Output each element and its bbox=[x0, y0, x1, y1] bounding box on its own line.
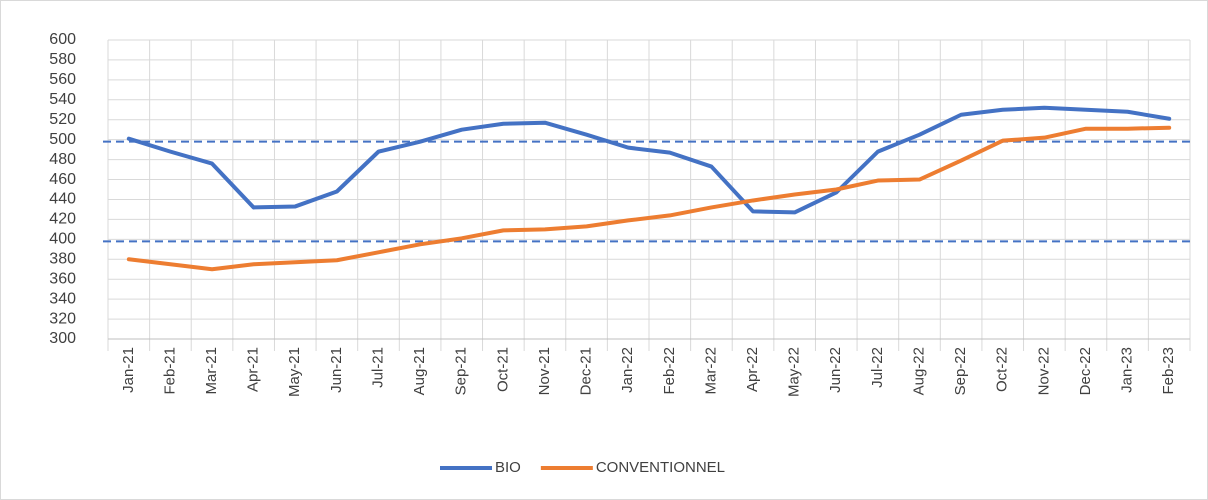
legend-label: CONVENTIONNEL bbox=[596, 459, 725, 476]
x-tick-label: Oct-22 bbox=[994, 347, 1011, 392]
x-tick-label: Aug-21 bbox=[411, 347, 428, 395]
x-tick-label: Jul-22 bbox=[869, 347, 886, 388]
x-tick-label: Jan-23 bbox=[1119, 347, 1136, 393]
y-tick-label: 460 bbox=[49, 171, 76, 188]
x-tick-label: Jul-21 bbox=[369, 347, 386, 388]
y-tick-label: 480 bbox=[49, 151, 76, 168]
y-tick-label: 560 bbox=[49, 71, 76, 88]
x-tick-label: Jan-22 bbox=[619, 347, 636, 393]
x-tick-label: Nov-21 bbox=[536, 347, 553, 395]
y-tick-label: 320 bbox=[49, 310, 76, 327]
line-series bbox=[126, 105, 1172, 215]
x-tick-label: Dec-22 bbox=[1077, 347, 1094, 395]
legend-label: BIO bbox=[495, 459, 521, 476]
y-tick-label: 400 bbox=[49, 231, 76, 248]
x-tick-label: May-21 bbox=[286, 347, 303, 397]
y-tick-label: 440 bbox=[49, 191, 76, 208]
x-tick-label: Aug-22 bbox=[910, 347, 927, 395]
y-tick-label: 580 bbox=[49, 51, 76, 68]
y-tick-label: 600 bbox=[49, 31, 76, 48]
x-tick-label: Mar-21 bbox=[203, 347, 220, 395]
x-tick-label: Nov-22 bbox=[1035, 347, 1052, 395]
y-tick-label: 520 bbox=[49, 111, 76, 128]
x-tick-label: Feb-21 bbox=[161, 347, 178, 395]
x-tick-label: Dec-21 bbox=[578, 347, 595, 395]
y-tick-label: 340 bbox=[49, 290, 76, 307]
y-tick-label: 380 bbox=[49, 250, 76, 267]
x-tick-label: Oct-21 bbox=[494, 347, 511, 392]
x-tick-label: Feb-23 bbox=[1160, 347, 1177, 395]
y-tick-label: 300 bbox=[49, 330, 76, 347]
x-tick-label: Sep-21 bbox=[453, 347, 470, 395]
x-tick-label: Mar-22 bbox=[702, 347, 719, 395]
x-tick-label: May-22 bbox=[786, 347, 803, 397]
x-tick-label: Apr-22 bbox=[744, 347, 761, 392]
y-tick-label: 500 bbox=[49, 131, 76, 148]
y-tick-label: 540 bbox=[49, 91, 76, 108]
x-tick-label: Jun-22 bbox=[827, 347, 844, 393]
y-tick-label: 360 bbox=[49, 270, 76, 287]
x-tick-label: Jun-21 bbox=[328, 347, 345, 393]
x-tick-label: Apr-21 bbox=[245, 347, 262, 392]
x-tick-label: Sep-22 bbox=[952, 347, 969, 395]
line-series bbox=[126, 125, 1172, 272]
x-tick-label: Jan-21 bbox=[120, 347, 137, 393]
x-tick-label: Feb-22 bbox=[661, 347, 678, 395]
y-tick-label: 420 bbox=[49, 211, 76, 228]
